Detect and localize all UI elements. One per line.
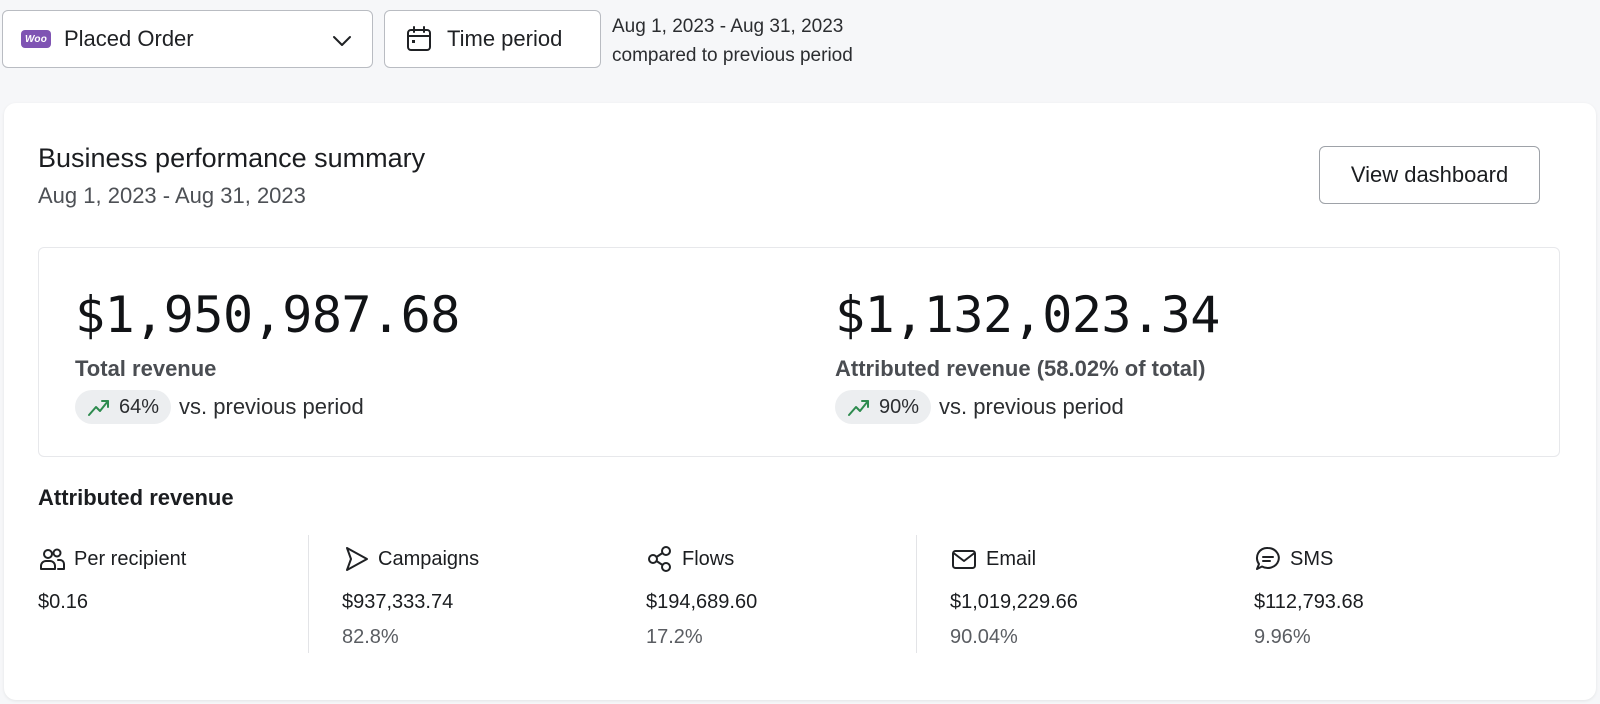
attr-label: Campaigns: [378, 547, 480, 570]
card-date-range: Aug 1, 2023 - Aug 31, 2023: [38, 183, 306, 208]
filter-bar: Woo Placed Order Time period Aug 1, 2023…: [0, 0, 1600, 90]
chat-icon: [1256, 546, 1280, 570]
attr-value: $194,689.60: [646, 591, 758, 613]
metric-select-label: Placed Order: [64, 26, 194, 51]
attr-percent: 9.96%: [1254, 626, 1311, 648]
people-icon: [40, 548, 65, 570]
attr-label: SMS: [1290, 547, 1334, 570]
kpi-comparison: 64% vs. previous period: [75, 390, 460, 424]
compare-range-line: compared to previous period: [612, 45, 853, 66]
trending-up-icon: [88, 400, 109, 416]
compare-text: vs. previous period: [179, 394, 364, 419]
attr-head: Per recipient: [38, 545, 186, 573]
change-value: 64%: [119, 395, 160, 418]
column-divider: [308, 535, 309, 653]
attr-percent: 17.2%: [646, 626, 703, 648]
attributed-revenue-title: Attributed revenue: [38, 485, 234, 510]
attr-col-flows: Flows $194,689.60 17.2%: [646, 535, 757, 655]
attr-percent: 82.8%: [342, 626, 399, 648]
kpi-value: $1,950,987.68: [75, 286, 460, 344]
column-divider: [916, 535, 917, 653]
compare-text: vs. previous period: [939, 394, 1124, 419]
metric-select[interactable]: Woo Placed Order: [2, 10, 373, 68]
attr-col-sms: SMS $112,793.68 9.96%: [1254, 535, 1364, 655]
share-icon: [648, 546, 671, 572]
attr-label: Flows: [682, 547, 735, 570]
change-value: 90%: [879, 395, 920, 418]
attr-value: $937,333.74: [342, 591, 454, 613]
kpi-label: Total revenue: [75, 356, 217, 381]
attr-value: $112,793.68: [1254, 591, 1364, 613]
trending-up-icon: [848, 400, 869, 416]
kpi-total-revenue: $1,950,987.68 Total revenue 64% vs. prev…: [75, 286, 460, 424]
attr-head: SMS: [1254, 545, 1364, 573]
chevron-down-icon: [333, 36, 351, 46]
attr-head: Email: [950, 545, 1078, 573]
time-period-label: Time period: [447, 26, 563, 51]
date-range-text: Aug 1, 2023 - Aug 31, 2023 compared to p…: [612, 12, 853, 70]
attr-col-email: Email $1,019,229.66 90.04%: [950, 535, 1078, 655]
time-period-button[interactable]: Time period: [384, 10, 601, 68]
kpi-label: Attributed revenue (58.02% of total): [835, 356, 1206, 381]
woo-logo-icon: Woo: [21, 30, 51, 48]
attr-col-per-recipient: Per recipient $0.16: [38, 535, 186, 655]
attr-value: $0.16: [38, 591, 89, 613]
send-icon: [346, 547, 368, 571]
business-performance-card: Business performance summary Aug 1, 2023…: [4, 103, 1596, 700]
kpi-value: $1,132,023.34: [835, 286, 1220, 344]
attr-label: Per recipient: [74, 547, 187, 570]
kpi-attributed-revenue: $1,132,023.34 Attributed revenue (58.02%…: [835, 286, 1220, 424]
date-range-line: Aug 1, 2023 - Aug 31, 2023: [612, 16, 844, 37]
card-title: Business performance summary: [38, 143, 426, 173]
attr-percent: 90.04%: [950, 626, 1018, 648]
attr-value: $1,019,229.66: [950, 591, 1078, 613]
view-dashboard-button[interactable]: View dashboard: [1319, 146, 1540, 204]
kpi-comparison: 90% vs. previous period: [835, 390, 1220, 424]
attr-label: Email: [986, 547, 1037, 570]
change-badge: 90%: [835, 390, 932, 424]
attributed-revenue-breakdown: Per recipient $0.16 Campaigns $937,333.7…: [38, 535, 1560, 655]
calendar-icon: [407, 26, 431, 51]
mail-icon: [952, 550, 976, 569]
kpi-panel: $1,950,987.68 Total revenue 64% vs. prev…: [38, 247, 1560, 457]
attr-head: Campaigns: [342, 545, 479, 573]
attr-col-campaigns: Campaigns $937,333.74 82.8%: [342, 535, 479, 655]
change-badge: 64%: [75, 390, 172, 424]
attr-head: Flows: [646, 545, 757, 573]
